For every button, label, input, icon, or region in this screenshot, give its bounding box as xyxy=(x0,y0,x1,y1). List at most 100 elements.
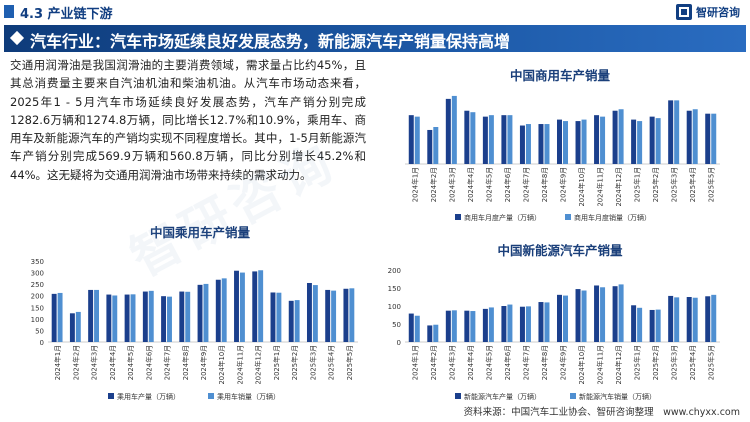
bar-sales xyxy=(655,309,661,342)
legend-swatch xyxy=(455,214,461,220)
x-tick-label: 2024年1月 xyxy=(410,167,419,202)
legend-swatch xyxy=(455,393,461,399)
bar-production xyxy=(161,296,167,342)
brand-logo: 智研咨询 xyxy=(676,3,740,21)
bar-production xyxy=(464,110,470,164)
x-tick-label: 2025年5月 xyxy=(707,345,716,380)
bar-sales xyxy=(451,95,457,164)
x-tick-label: 2024年1月 xyxy=(410,345,419,380)
x-tick-label: 2024年8月 xyxy=(540,345,549,380)
bar-sales xyxy=(258,270,264,342)
passenger-chart-title: 中国乘用车产销量 xyxy=(149,225,250,240)
x-tick-label: 2024年2月 xyxy=(429,345,438,380)
bar-sales xyxy=(414,315,420,342)
bar-sales xyxy=(57,292,63,342)
bar-production xyxy=(51,293,57,342)
x-tick-label: 2024年11月 xyxy=(596,345,605,385)
x-tick-label: 2024年3月 xyxy=(447,345,456,380)
x-tick-label: 2025年2月 xyxy=(651,167,660,202)
x-tick-label: 2024年5月 xyxy=(126,345,135,380)
bar-sales xyxy=(637,307,643,342)
bar-sales xyxy=(488,307,494,342)
legend-swatch xyxy=(565,214,571,220)
x-tick-label: 2024年7月 xyxy=(163,345,172,380)
bar-production xyxy=(408,313,414,342)
bar-production xyxy=(538,124,544,164)
x-tick-label: 2024年5月 xyxy=(484,345,493,380)
bar-sales xyxy=(581,119,587,164)
bar-production xyxy=(69,313,75,342)
bar-sales xyxy=(711,113,717,164)
x-tick-label: 2024年6月 xyxy=(503,345,512,380)
bar-sales xyxy=(544,302,550,342)
bar-sales xyxy=(637,121,643,164)
bar-production xyxy=(575,289,581,342)
legend-label: 乘用车销量（万辆） xyxy=(217,392,280,401)
bar-sales xyxy=(221,278,227,342)
y-tick-label: 0 xyxy=(40,339,44,347)
x-tick-label: 2024年11月 xyxy=(235,345,244,385)
legend-label: 乘用车产量（万辆） xyxy=(117,392,180,401)
bar-production xyxy=(124,294,130,342)
y-tick-label: 300 xyxy=(31,270,44,278)
x-tick-label: 2024年10月 xyxy=(217,345,226,385)
bar-sales xyxy=(674,100,680,164)
x-tick-label: 2025年5月 xyxy=(707,167,716,202)
bar-production xyxy=(705,113,711,164)
y-tick-label: 0 xyxy=(397,339,401,347)
bar-sales xyxy=(581,290,587,342)
bar-sales xyxy=(507,304,513,342)
banner-title: 汽车行业：汽车市场延续良好发展态势，新能源汽车产销量保持高增 xyxy=(30,32,511,51)
section-title: 4.3 产业链下游 xyxy=(20,7,113,22)
bar-production xyxy=(501,306,507,342)
bar-sales xyxy=(75,311,81,342)
bar-production xyxy=(649,116,655,164)
legend-swatch xyxy=(570,393,576,399)
x-tick-label: 2024年9月 xyxy=(559,167,568,202)
bar-production xyxy=(556,294,562,342)
bar-sales xyxy=(470,112,476,164)
zhiyan-logo-icon xyxy=(676,4,692,20)
bar-sales xyxy=(600,287,606,342)
x-tick-label: 2024年9月 xyxy=(559,345,568,380)
bar-production xyxy=(288,300,294,342)
bar-sales xyxy=(563,295,569,342)
logo-text: 智研咨询 xyxy=(696,6,740,19)
bar-sales xyxy=(618,284,624,342)
x-tick-label: 2025年2月 xyxy=(290,345,299,380)
x-tick-label: 2025年3月 xyxy=(670,345,679,380)
bar-sales xyxy=(112,295,118,342)
passenger-vehicle-chart: 0 50 100 150 200 250 300 350 2024年1月 2024年2月 2024年… xyxy=(31,258,358,401)
commercial-chart-title: 中国商用车产销量 xyxy=(509,68,610,83)
legend-label: 商用车月度产量（万辆） xyxy=(464,213,541,222)
bar-production xyxy=(649,309,655,342)
x-tick-label: 2025年3月 xyxy=(308,345,317,380)
bar-production xyxy=(668,295,674,342)
bar-production xyxy=(501,115,507,164)
legend-swatch xyxy=(208,393,214,399)
bar-sales xyxy=(331,290,337,342)
y-tick-label: 200 xyxy=(388,267,401,275)
bar-production xyxy=(686,297,692,342)
bar-production xyxy=(142,291,148,342)
bar-production xyxy=(538,302,544,342)
x-tick-label: 2025年4月 xyxy=(688,167,697,202)
bar-production xyxy=(705,296,711,342)
diamond-icon xyxy=(9,30,25,46)
bar-production xyxy=(215,279,221,342)
bar-production xyxy=(197,284,203,342)
bar-sales xyxy=(312,285,318,342)
y-tick-label: 50 xyxy=(392,321,401,329)
bar-production xyxy=(519,125,525,164)
bar-production xyxy=(482,116,488,164)
bar-sales xyxy=(185,291,191,342)
x-tick-label: 2024年10月 xyxy=(577,345,586,385)
x-tick-label: 2025年2月 xyxy=(651,345,660,380)
x-tick-label: 2025年4月 xyxy=(327,345,336,380)
x-tick-label: 2024年12月 xyxy=(254,345,263,385)
bar-sales xyxy=(618,109,624,164)
x-tick-label: 2024年10月 xyxy=(577,167,586,207)
bar-sales xyxy=(470,311,476,342)
bar-production xyxy=(179,291,185,342)
bar-sales xyxy=(433,324,439,342)
